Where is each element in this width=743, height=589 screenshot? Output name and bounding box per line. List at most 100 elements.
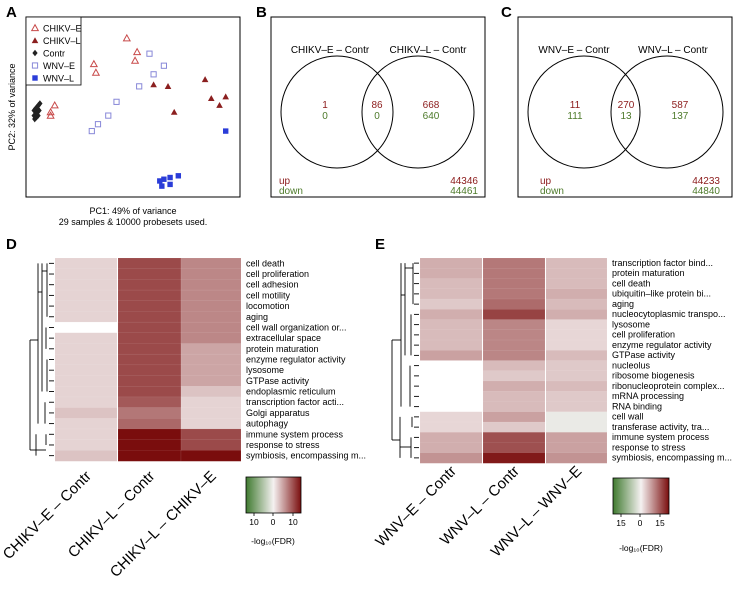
heatmap-row-label: lysosome [246, 365, 284, 375]
heatmap-cell [419, 329, 483, 341]
heatmap-cell [54, 428, 118, 441]
venn-wnv-left-set-label: WNV–E – Contr [538, 45, 610, 56]
venn-chikv-legend-up: up [279, 176, 291, 187]
venn-wnv: WNV–E – Contr WNV–L – Contr 11 111 270 1… [517, 16, 733, 198]
colorbar-tick-label: 0 [638, 518, 643, 528]
heatmap-cell [482, 257, 546, 269]
heatmap-cell [545, 319, 608, 331]
pca-plot-frame [25, 16, 241, 198]
pca-point-wnv-l [223, 128, 229, 134]
heatmap-cell [482, 391, 546, 403]
heatmap-row-label: RNA binding [612, 401, 662, 411]
pca-point-wnv-l [161, 176, 167, 182]
heatmap-cell [54, 332, 118, 344]
heatmap-cell [482, 319, 546, 331]
heatmap-cell [545, 432, 608, 444]
heatmap-cell [545, 401, 608, 413]
heatmap-cell [180, 450, 242, 462]
heatmap-row-label: cell wall [612, 412, 644, 422]
venn-wnv-both-up: 270 [618, 100, 635, 111]
heatmap-cell [54, 257, 118, 270]
heatmap-cell [545, 421, 608, 433]
heatmap-cell [180, 418, 242, 430]
pca-point-chikv-e [122, 33, 131, 42]
heatmap-row-label: lysosome [612, 319, 650, 329]
heatmap-cell [117, 428, 182, 441]
heatmap-cell [482, 432, 546, 444]
venn-chikv-frame [270, 16, 486, 198]
heatmap-column-label: CHIKV–L – CHIKV–E [107, 468, 220, 581]
pca-point-contr [36, 107, 42, 114]
heatmap-cell [180, 289, 242, 302]
heatmap-cell [180, 428, 242, 441]
heatmap-cell [180, 353, 242, 366]
heatmap-cell [545, 339, 608, 351]
heatmap-cell [117, 268, 182, 280]
panel-letter-c: C [501, 4, 512, 21]
heatmap-cell [419, 432, 483, 444]
heatmap-row-label: transferase activity, tra... [612, 422, 709, 432]
panel-letter-e: E [375, 236, 385, 253]
pca-point-chikv-e [89, 59, 99, 68]
heatmap-row-label: nucleolus [612, 360, 651, 370]
pca-point-chikv-e [132, 47, 142, 56]
heatmap-row-label: transcription factor acti... [246, 397, 344, 407]
heatmap-cell [54, 353, 118, 366]
pca-point-chikv-e [130, 56, 140, 64]
heatmap-cell [54, 450, 118, 462]
heatmap-cell [54, 418, 118, 430]
heatmap-cell [54, 279, 118, 291]
heatmap-wnv-dendrogram [391, 262, 419, 459]
heatmap-cell [180, 396, 242, 409]
venn-chikv-left-up: 1 [322, 100, 328, 111]
heatmap-cell [482, 401, 546, 413]
venn-chikv: CHIKV–E – Contr CHIKV–L – Contr 1 0 86 0… [270, 16, 486, 198]
heatmap-cell [54, 321, 118, 334]
pca-point-wnv-l [159, 183, 165, 189]
heatmap-cell [482, 442, 546, 454]
heatmap-row-label: cell death [246, 258, 285, 268]
heatmap-cell [117, 343, 182, 355]
venn-chikv-outside-down: 44461 [450, 186, 478, 197]
pca-point-chikv-e [50, 100, 59, 109]
pca-legend-marker-chikv-l [31, 37, 39, 44]
heatmap-cell [545, 309, 608, 321]
pca-legend-label-chikv-e: CHIKV–E [43, 24, 82, 34]
heatmap-cell [482, 329, 546, 341]
heatmap-cell [117, 418, 182, 430]
heatmap-cell [117, 289, 182, 302]
pca-point-chikv-l [216, 101, 223, 108]
heatmap-cell [54, 439, 118, 451]
venn-chikv-both-up: 86 [371, 100, 383, 111]
heatmap-cell [545, 298, 608, 310]
heatmap-cell [117, 353, 182, 366]
heatmap-cell [180, 268, 242, 280]
heatmap-cell [545, 391, 608, 403]
venn-chikv-right-set-label: CHIKV–L – Contr [390, 45, 468, 56]
heatmap-cell [545, 442, 608, 454]
heatmap-cell [180, 364, 242, 377]
venn-wnv-right-up: 587 [672, 100, 689, 111]
venn-wnv-left-down: 111 [567, 111, 583, 122]
heatmap-row-label: endoplasmic reticulum [246, 387, 336, 397]
pca-legend-label-contr: Contr [43, 49, 65, 59]
pca-legend-label-chikv-l: CHIKV–L [43, 36, 81, 46]
venn-wnv-legend-up: up [540, 176, 552, 187]
heatmap-cell [419, 391, 483, 403]
venn-wnv-left-up: 11 [570, 100, 581, 111]
heatmap-cell [117, 375, 182, 387]
heatmap-row-label: ribonucleoprotein complex... [612, 381, 725, 391]
heatmap-chikv-dendrogram [29, 262, 54, 457]
heatmap-row-label: protein maturation [246, 344, 319, 354]
pca-point-contr [35, 112, 41, 119]
pca-subtitle: 29 samples & 10000 probesets used. [59, 217, 208, 227]
heatmap-cell [545, 370, 608, 382]
heatmap-cell [419, 339, 483, 351]
heatmap-row-label: mRNA processing [612, 391, 684, 401]
heatmap-row-label: cell wall organization or... [246, 322, 347, 332]
heatmap-cell [545, 411, 608, 423]
heatmap-cell [482, 452, 546, 464]
venn-wnv-legend-down: down [540, 186, 564, 197]
venn-chikv-right-circle [361, 55, 475, 169]
pca-point-chikv-l [170, 108, 178, 115]
